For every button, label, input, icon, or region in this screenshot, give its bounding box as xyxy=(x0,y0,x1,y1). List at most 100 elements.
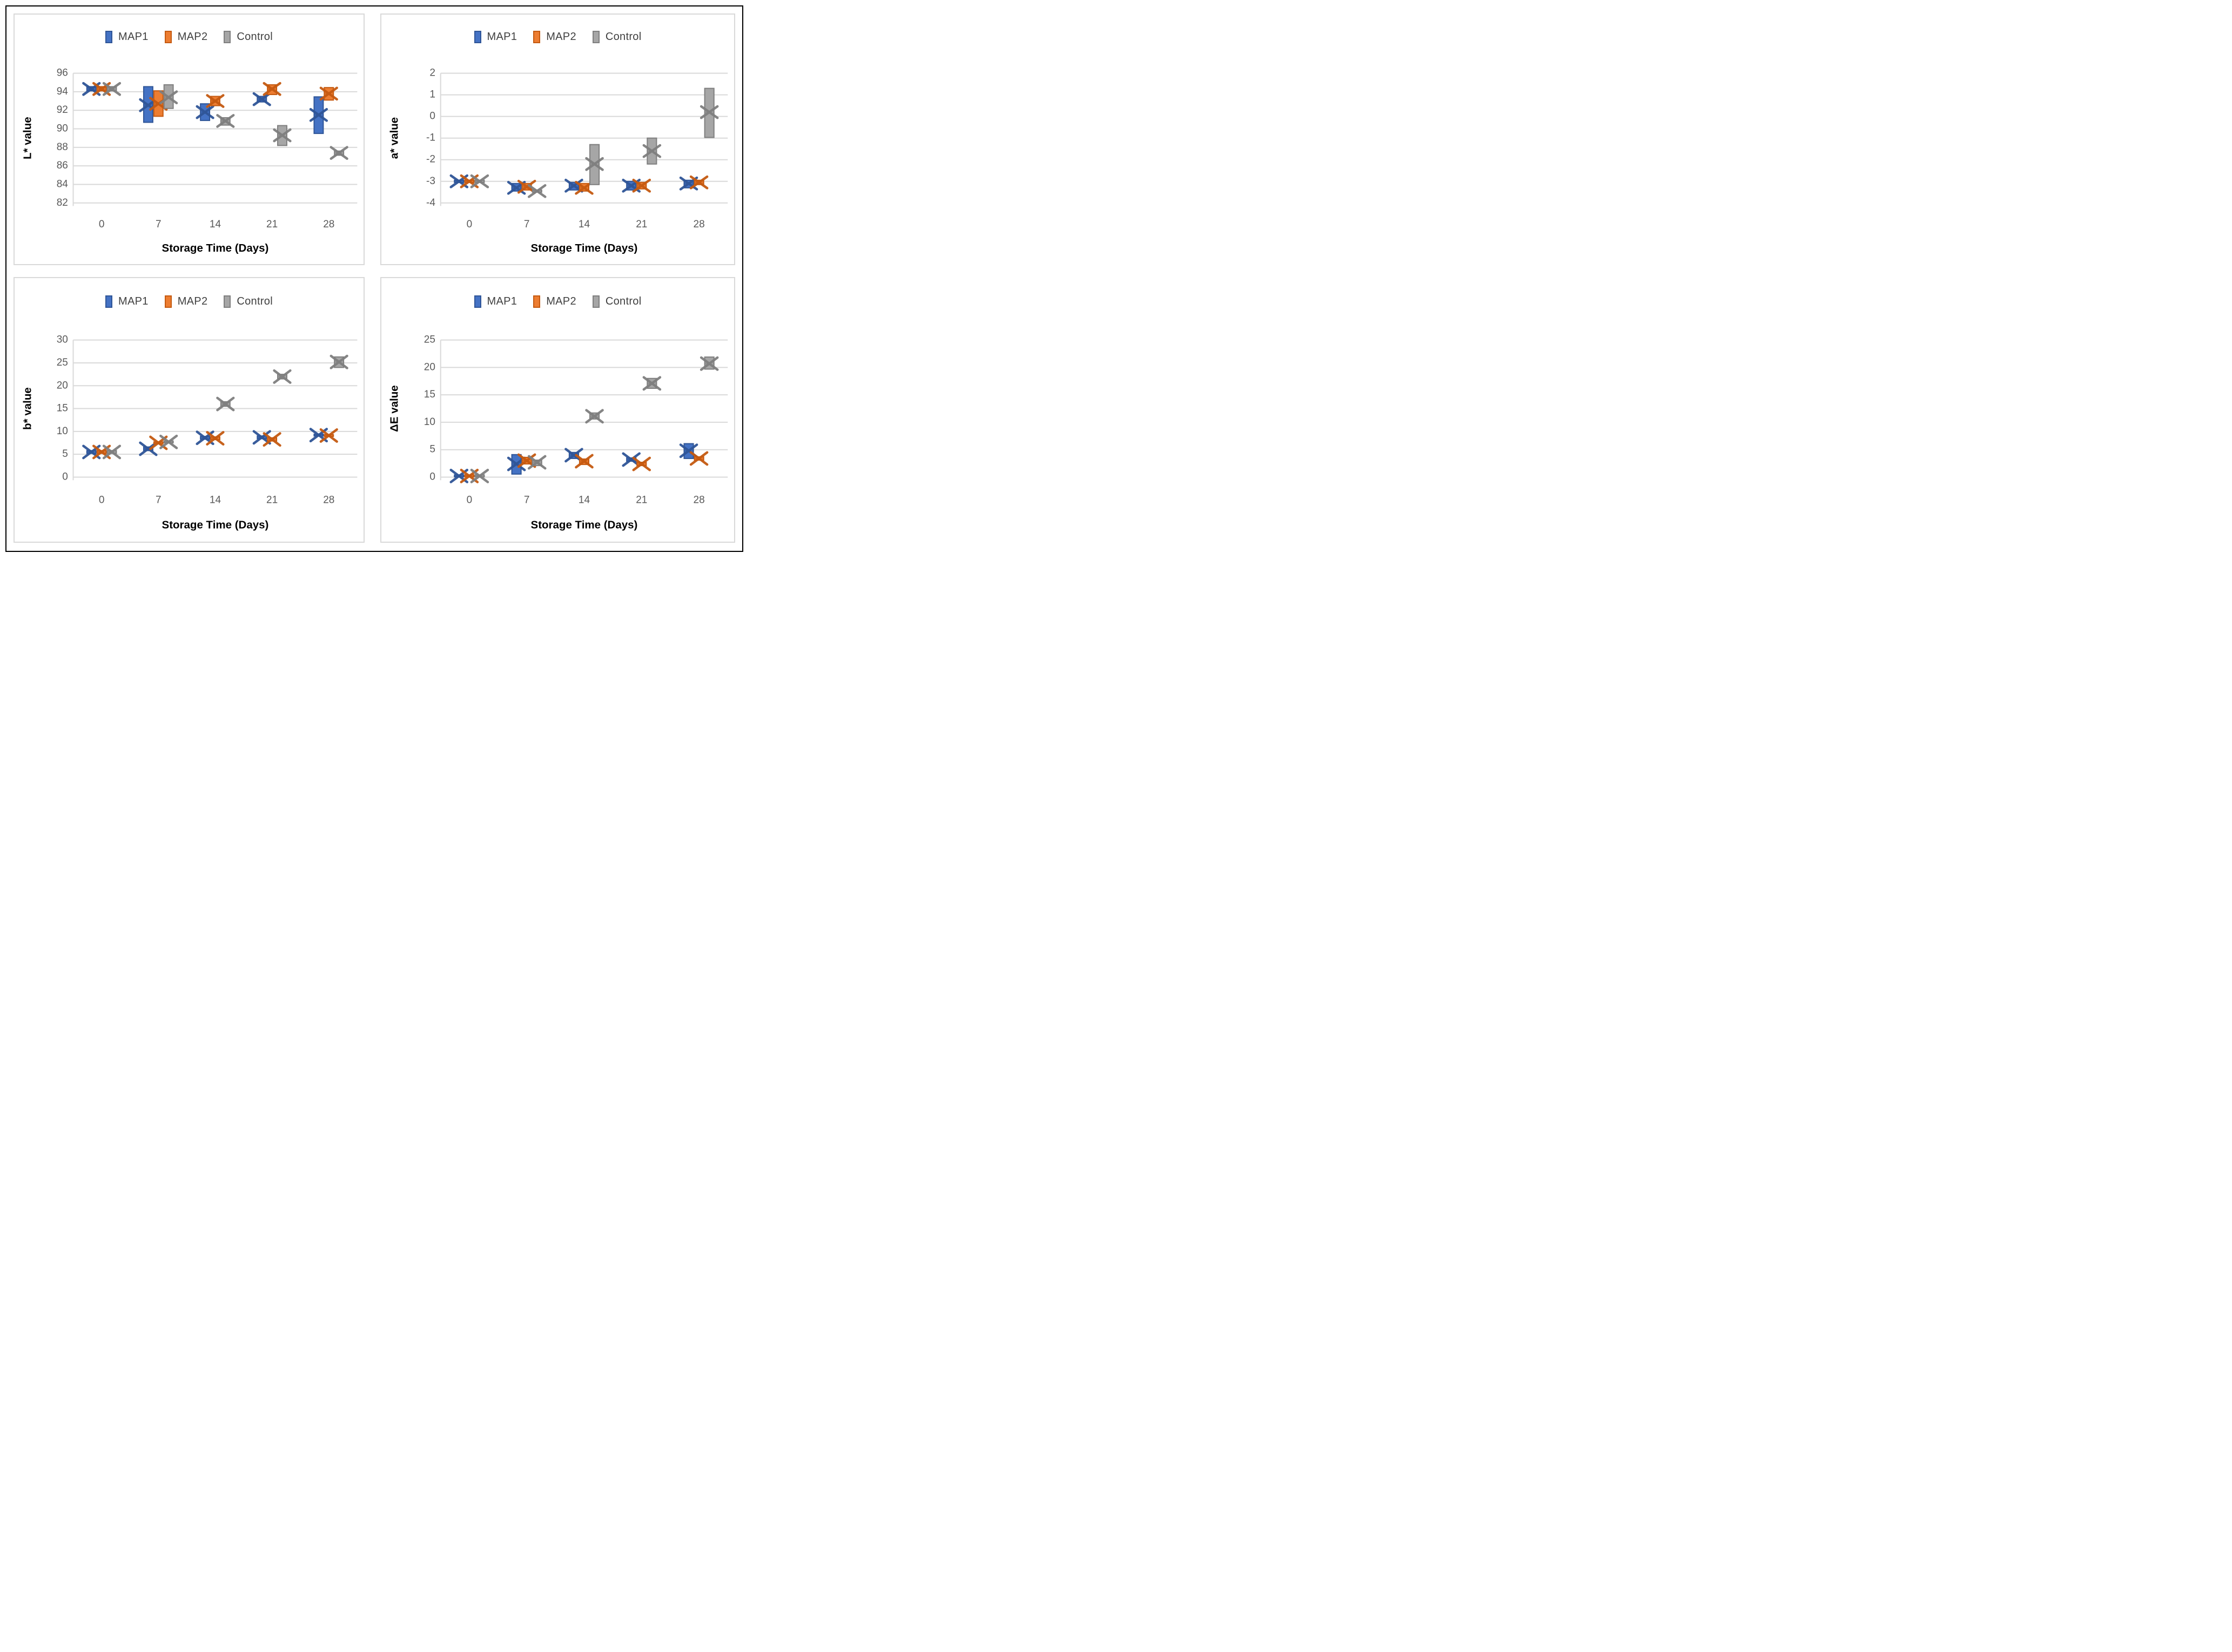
mean-marker-control-day28 xyxy=(700,105,719,119)
mean-marker-control-day7 xyxy=(527,184,547,198)
mean-marker-map2-day28 xyxy=(319,86,338,101)
x-tick-label: 0 xyxy=(99,494,105,505)
y-tick-label: -4 xyxy=(426,197,435,208)
x-tick-label: 14 xyxy=(210,494,221,505)
x-axis-title: Storage Time (Days) xyxy=(531,242,638,254)
mean-marker-control-day14 xyxy=(216,114,235,128)
x-tick-label: 7 xyxy=(156,219,162,230)
y-tick-label: 25 xyxy=(424,334,435,346)
panel-a-star-chart: MAP1 MAP2 Control 2 1 0 -1 -2 -3 -4 0 7 14 21 28 Stora… xyxy=(380,14,735,265)
y-tick-label: 20 xyxy=(424,361,435,373)
y-tick-label: 5 xyxy=(429,444,435,455)
x-tick-label: 14 xyxy=(579,219,590,230)
mean-marker-control-day21 xyxy=(642,144,662,158)
x-tick-label: 7 xyxy=(156,494,162,505)
x-tick-label: 21 xyxy=(266,219,278,230)
y-tick-label: -3 xyxy=(426,176,435,187)
four-panel-color-figure: MAP1 MAP2 Control 96 94 92 90 88 86 84 82 0 7 14 21 28… xyxy=(5,5,743,552)
y-tick-label: 5 xyxy=(62,448,68,460)
y-tick-label: 10 xyxy=(57,426,68,437)
x-axis-title: Storage Time (Days) xyxy=(162,242,269,254)
mean-marker-map1-day28 xyxy=(309,107,328,122)
mean-marker-map1-day7 xyxy=(139,441,158,456)
y-tick-label: 82 xyxy=(57,197,68,208)
mean-marker-control-day28 xyxy=(330,354,348,369)
y-tick-label: 88 xyxy=(57,141,68,153)
x-tick-label: 28 xyxy=(694,219,705,230)
panel-l-star-chart: MAP1 MAP2 Control 96 94 92 90 88 86 84 82 0 7 14 21 28… xyxy=(14,14,365,265)
l-star-chart-canvas: 96 94 92 90 88 86 84 82 0 7 14 21 28 Storage Time (Da… xyxy=(21,68,358,254)
x-tick-label: 14 xyxy=(210,219,221,230)
x-tick-label: 7 xyxy=(524,219,530,230)
mean-marker-map2-day14 xyxy=(575,454,594,469)
x-tick-label: 21 xyxy=(266,494,278,505)
mean-marker-map1-day21 xyxy=(252,92,271,106)
y-tick-label: 20 xyxy=(57,380,68,391)
mean-marker-control-day7 xyxy=(159,90,178,105)
x-tick-label: 28 xyxy=(323,219,334,230)
x-axis-title: Storage Time (Days) xyxy=(162,519,269,531)
y-tick-label: 84 xyxy=(57,179,69,190)
b-star-chart-canvas: 30 25 20 15 10 5 0 0 7 14 21 28 Storage Time (Days) b… xyxy=(21,334,358,531)
mean-marker-map2-day14 xyxy=(206,431,225,446)
y-tick-label: 0 xyxy=(429,471,435,482)
mean-marker-control-day0 xyxy=(470,174,489,188)
y-axis-title: a* value xyxy=(388,117,401,159)
mean-marker-control-day7 xyxy=(527,455,547,470)
y-axis-title: ΔE value xyxy=(388,385,401,432)
y-tick-label: 15 xyxy=(424,389,435,400)
y-tick-label: 2 xyxy=(429,68,435,79)
mean-marker-control-day28 xyxy=(700,356,719,371)
y-tick-label: 15 xyxy=(57,403,68,414)
mean-marker-map2-day21 xyxy=(263,82,281,96)
x-axis-title: Storage Time (Days) xyxy=(531,519,638,531)
mean-marker-control-day21 xyxy=(273,128,292,143)
mean-marker-control-day21 xyxy=(273,369,292,384)
mean-marker-control-day14 xyxy=(585,409,604,424)
y-tick-label: 92 xyxy=(57,104,68,116)
mean-marker-control-day0 xyxy=(102,444,122,460)
mean-marker-control-day7 xyxy=(159,434,178,449)
y-tick-label: 30 xyxy=(57,334,68,346)
y-tick-label: 25 xyxy=(57,357,68,368)
mean-marker-map2-day14 xyxy=(206,94,225,108)
y-axis-title: b* value xyxy=(21,387,33,430)
mean-marker-control-day0 xyxy=(470,468,489,483)
y-tick-label: 96 xyxy=(57,68,68,79)
x-tick-label: 21 xyxy=(636,494,647,505)
mean-marker-control-day0 xyxy=(102,82,122,96)
x-tick-label: 0 xyxy=(99,219,105,230)
y-tick-label: 90 xyxy=(57,123,68,134)
y-tick-label: 86 xyxy=(57,160,68,171)
mean-marker-control-day28 xyxy=(330,146,348,160)
mean-marker-control-day21 xyxy=(642,376,662,391)
y-tick-label: -1 xyxy=(426,132,435,144)
mean-marker-map1-day14 xyxy=(196,105,214,119)
mean-marker-map2-day21 xyxy=(263,432,281,447)
x-tick-label: 0 xyxy=(467,494,473,505)
x-tick-label: 28 xyxy=(694,494,705,505)
x-tick-label: 7 xyxy=(524,494,530,505)
mean-marker-map2-day21 xyxy=(632,178,651,193)
x-tick-label: 21 xyxy=(636,219,647,230)
mean-marker-control-day14 xyxy=(585,157,604,171)
mean-marker-map2-day28 xyxy=(319,428,338,443)
y-tick-label: 94 xyxy=(57,86,69,97)
mean-marker-map2-day28 xyxy=(689,175,709,190)
y-tick-label: 1 xyxy=(429,89,435,100)
y-tick-label: -2 xyxy=(426,154,435,165)
y-tick-label: 0 xyxy=(62,471,68,482)
panel-b-star-chart: MAP1 MAP2 Control 30 25 20 15 10 5 0 0 7 14 21 28 Stor… xyxy=(14,277,365,543)
x-tick-label: 0 xyxy=(467,219,473,230)
x-tick-label: 28 xyxy=(323,494,334,505)
x-tick-label: 14 xyxy=(579,494,590,505)
mean-marker-map2-day28 xyxy=(689,451,709,466)
mean-marker-control-day14 xyxy=(216,396,235,412)
mean-marker-map2-day21 xyxy=(632,456,651,471)
panel-delta-e-chart: MAP1 MAP2 Control 25 20 15 10 5 0 0 7 14 21 28 Storag… xyxy=(380,277,735,543)
delta-e-chart-canvas: 25 20 15 10 5 0 0 7 14 21 28 Storage Time (Days) ΔE … xyxy=(388,334,728,531)
y-tick-label: 10 xyxy=(424,416,435,428)
y-tick-label: 0 xyxy=(429,111,435,122)
y-axis-title: L* value xyxy=(21,117,33,159)
